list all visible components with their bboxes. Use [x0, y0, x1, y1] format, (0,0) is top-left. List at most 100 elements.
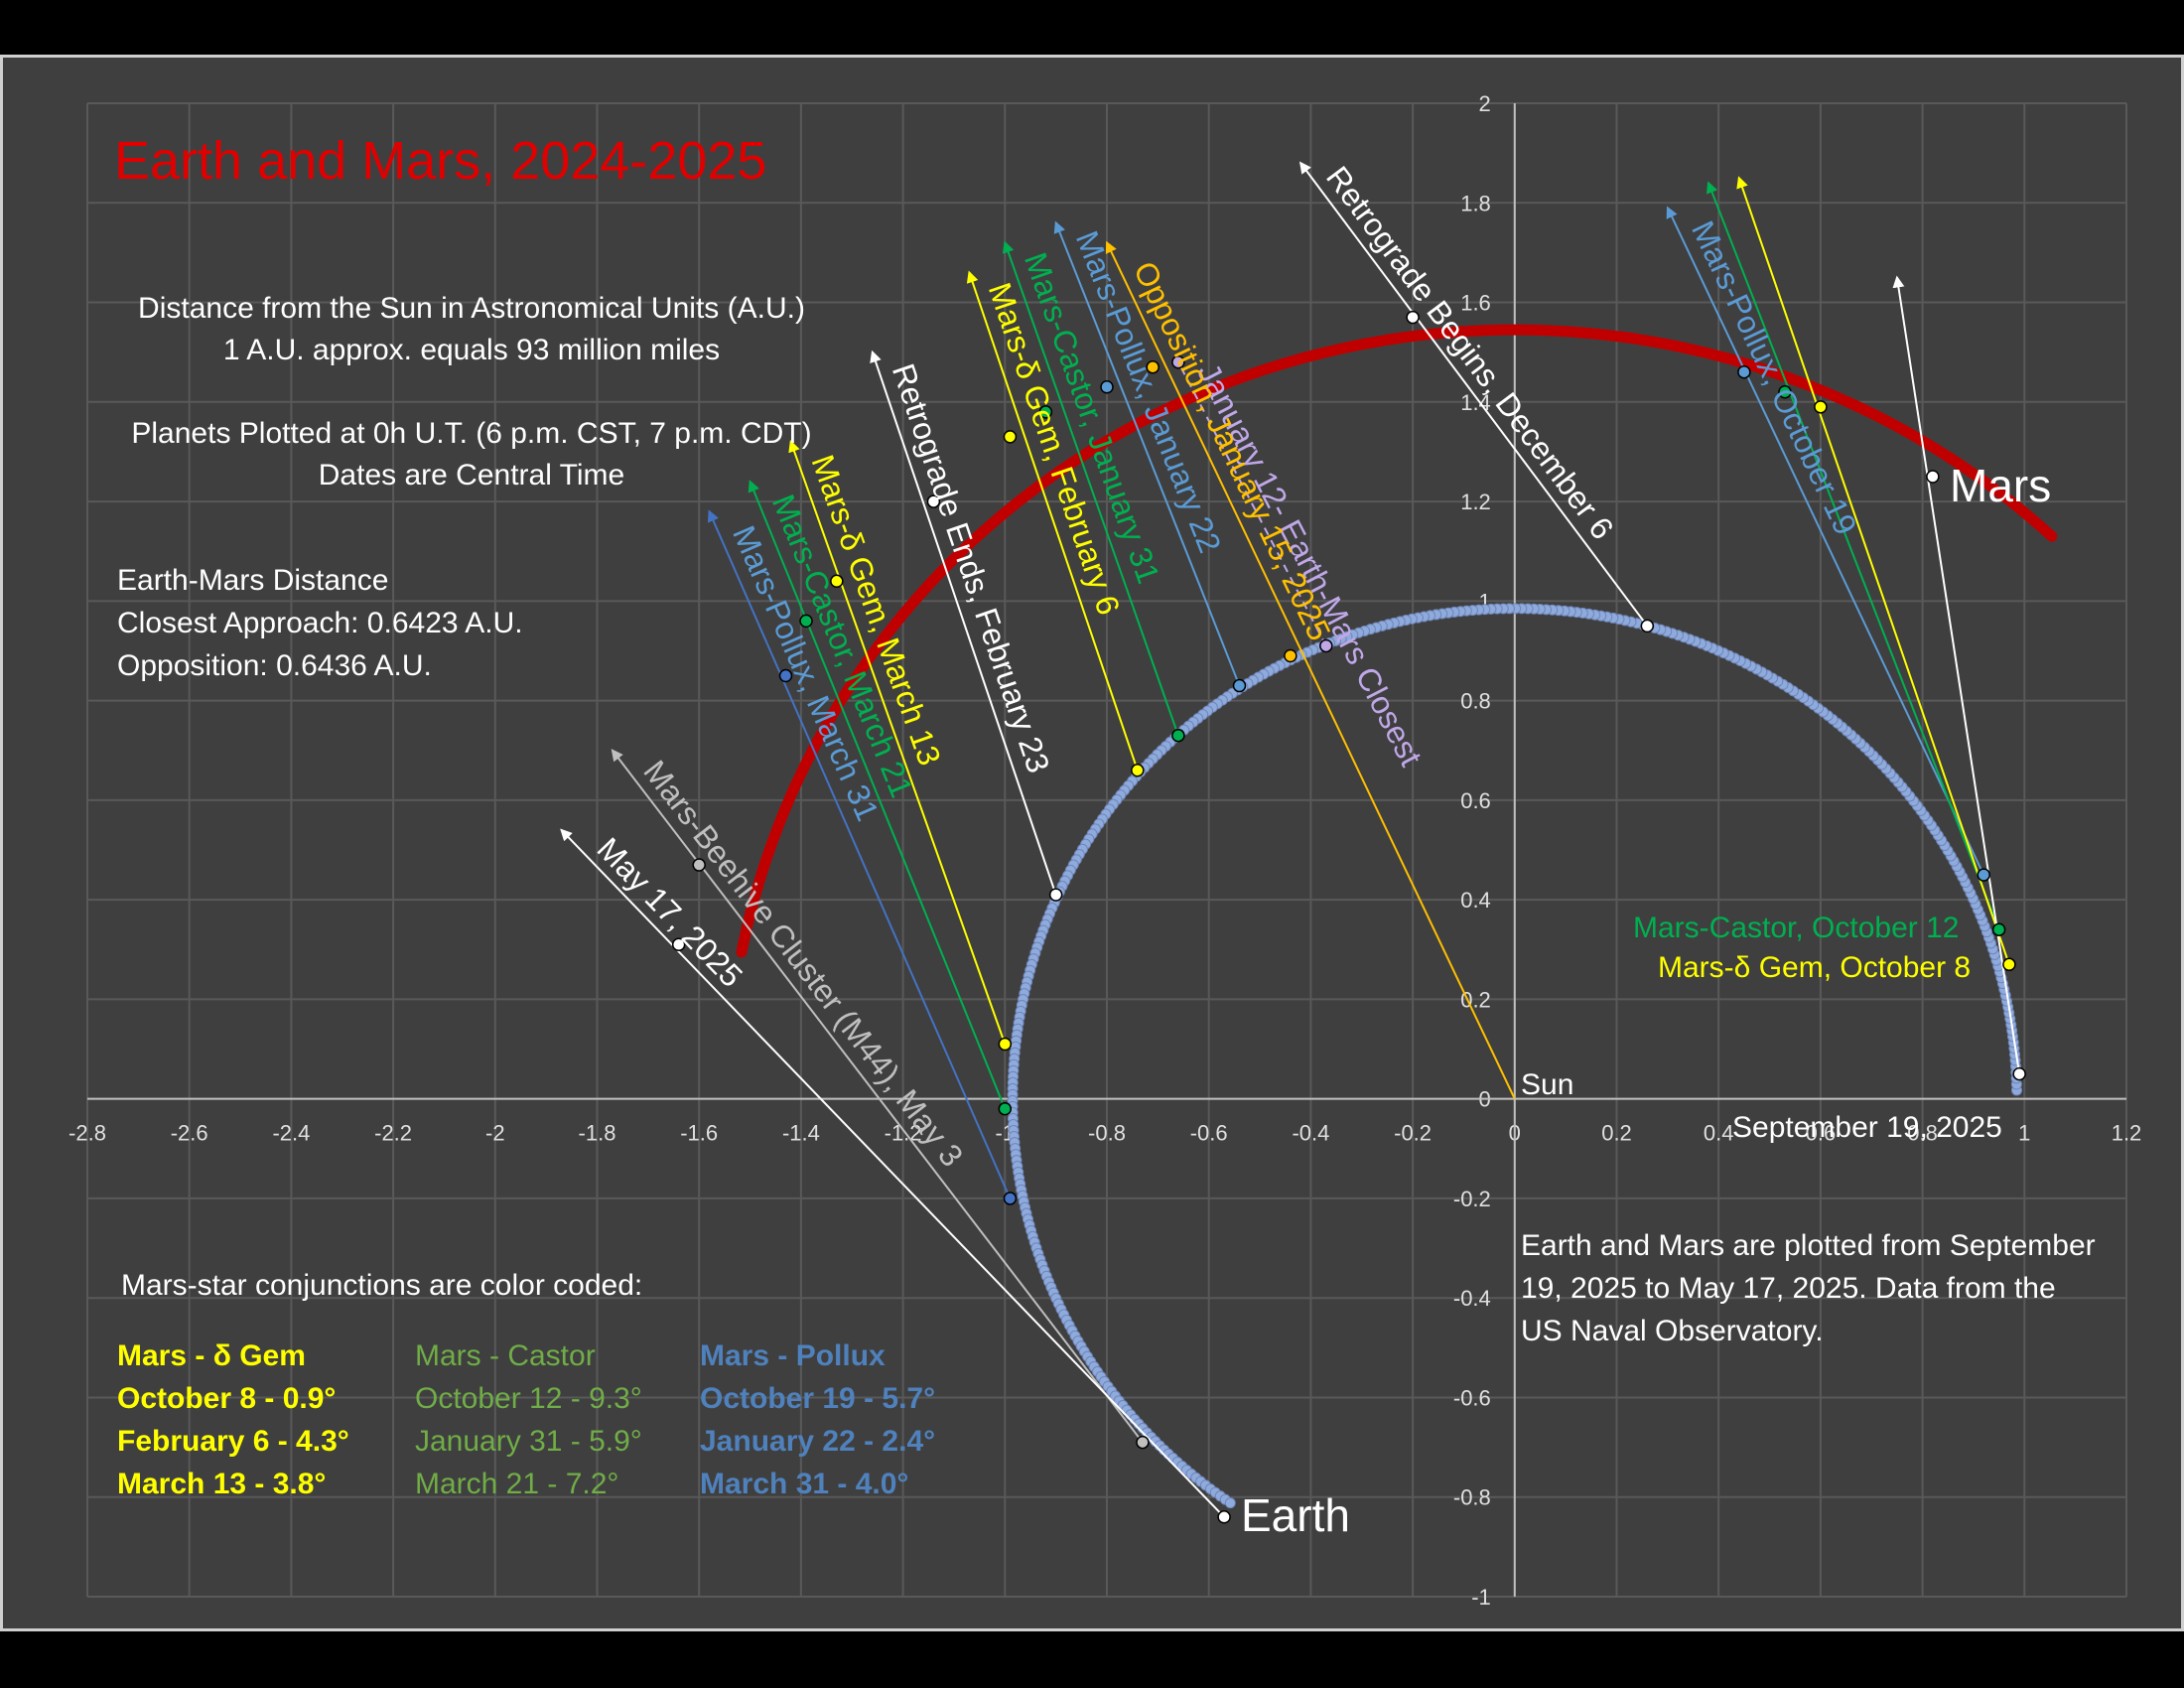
units-line-2: 1 A.U. approx. equals 93 million miles — [223, 334, 720, 366]
mars-position-marker — [1100, 380, 1114, 394]
x-tick-label: -2.8 — [68, 1121, 106, 1146]
x-tick-label: -2.2 — [374, 1121, 412, 1146]
legend-pollux-row: January 22 - 2.4° — [700, 1425, 935, 1458]
sight-line-label: Mars-Beehive Cluster (M44), May 3 — [636, 754, 970, 1174]
earth-position-marker — [1284, 648, 1297, 663]
legend-castor-row: March 21 - 7.2° — [415, 1468, 618, 1500]
x-tick-label: -0.6 — [1190, 1121, 1228, 1146]
castor-october-label: Mars-Castor, October 12 — [1633, 912, 1959, 944]
x-tick-label: 0.6 — [1806, 1121, 1837, 1146]
legend-dgem: Mars - δ Gem October 8 - 0.9° February 6… — [117, 1339, 349, 1500]
earth-position-marker — [1319, 638, 1333, 653]
sight-line — [1666, 206, 1985, 876]
closest-approach: Closest Approach: 0.6423 A.U. — [117, 607, 523, 639]
dgem-october-label: Mars-δ Gem, October 8 — [1658, 951, 1971, 984]
y-tick-label: 0.6 — [1460, 788, 1491, 813]
y-tick-label: 0.4 — [1460, 888, 1491, 913]
sight-line-label: Mars-Pollux, October 19 — [1685, 215, 1864, 540]
mars-position-marker — [692, 858, 706, 872]
sight-line — [870, 350, 1057, 896]
x-tick-label: 1.2 — [2112, 1121, 2142, 1146]
x-tick-label: -2.4 — [272, 1121, 310, 1146]
sight-line — [1298, 161, 1649, 627]
opposition-distance: Opposition: 0.6436 A.U. — [117, 649, 432, 682]
sight-line — [560, 828, 1225, 1518]
mars-position-marker — [1171, 354, 1185, 369]
y-tick-label: 1.6 — [1460, 291, 1491, 316]
sight-line — [788, 440, 1007, 1045]
sight-line — [966, 270, 1139, 772]
earth-position-marker — [1131, 764, 1145, 777]
mars-position-marker — [778, 668, 793, 683]
legend-dgem-row: February 6 - 4.3° — [117, 1425, 349, 1458]
grid: -2.8 -2.6 -2.4 -2.2 -2 -1.8 -1.6 -1.4 -1.2 -1 -0.8… — [68, 91, 2141, 1610]
x-tick-label: 0.8 — [1907, 1121, 1938, 1146]
time-line-1: Planets Plotted at 0h U.T. (6 p.m. CST, … — [131, 417, 811, 450]
sight-line — [707, 509, 1012, 1199]
x-tick-label: -0.8 — [1088, 1121, 1126, 1146]
y-tick-label: 0.2 — [1460, 987, 1491, 1012]
x-tick-label: -1.4 — [782, 1121, 820, 1146]
earth-label: Earth — [1241, 1489, 1350, 1541]
earth-position-marker — [1991, 922, 2006, 936]
y-tick-label: 1.8 — [1460, 191, 1491, 215]
earth-position-marker — [1217, 1510, 1231, 1524]
sight-line — [1002, 240, 1179, 737]
legend-castor-row: October 12 - 9.3° — [415, 1382, 642, 1415]
x-tick-label: 0.4 — [1704, 1121, 1734, 1146]
mars-position-marker — [1003, 430, 1018, 444]
earth-position-marker — [1977, 868, 1990, 882]
sight-line — [1736, 176, 2010, 965]
sight-line — [1177, 361, 1327, 646]
legend-dgem-row: March 13 - 3.8° — [117, 1468, 326, 1500]
mars-position-marker — [1406, 310, 1420, 325]
x-tick-label: 1 — [2018, 1121, 2030, 1146]
sight-line — [1105, 240, 1516, 1100]
sight-lines — [560, 161, 2021, 1518]
x-tick-label: -1.2 — [885, 1121, 922, 1146]
mars-position-marker — [926, 494, 941, 508]
y-tick-label: -1 — [1471, 1585, 1491, 1610]
earth-position-marker — [1048, 888, 1063, 902]
mars-position-marker — [1038, 405, 1053, 419]
distance-heading: Earth-Mars Distance — [117, 564, 388, 597]
sight-line — [1053, 220, 1241, 686]
chart-title: Earth and Mars, 2024-2025 — [114, 131, 766, 191]
legend-castor-title: Mars - Castor — [415, 1339, 596, 1372]
sight-line — [1892, 275, 2021, 1074]
mars-position-marker — [1737, 364, 1751, 379]
info-block-distance: Earth-Mars Distance Closest Approach: 0.… — [117, 564, 523, 682]
legend-heading: Mars-star conjunctions are color coded: — [121, 1269, 642, 1302]
mars-position-marker — [1926, 470, 1940, 484]
mars-position-marker — [1814, 400, 1828, 414]
data-source-note: Earth and Mars are plotted from Septembe… — [1521, 1229, 2096, 1347]
y-tick-label: -0.4 — [1453, 1286, 1491, 1311]
legend-castor: Mars - Castor October 12 - 9.3° January … — [415, 1339, 642, 1500]
legend-dgem-title: Mars - δ Gem — [117, 1339, 306, 1372]
info-block-units: Distance from the Sun in Astronomical Un… — [131, 292, 811, 492]
note-line-1: Earth and Mars are plotted from Septembe… — [1521, 1229, 2096, 1262]
legend-pollux-row: March 31 - 4.0° — [700, 1468, 908, 1500]
y-tick-label: -0.6 — [1453, 1385, 1491, 1410]
x-tick-label: 0.2 — [1601, 1121, 1632, 1146]
earth-orbit-point — [1224, 1497, 1236, 1509]
mars-position-marker — [1146, 359, 1160, 374]
note-line-3: US Naval Observatory. — [1521, 1315, 1824, 1347]
legend-pollux-row: October 19 - 5.7° — [700, 1382, 935, 1415]
mars-position-marker — [671, 937, 686, 952]
earth-position-marker — [1232, 678, 1247, 693]
x-tick-label: -1.6 — [680, 1121, 718, 1146]
note-line-2: 19, 2025 to May 17, 2025. Data from the — [1521, 1272, 2056, 1305]
x-tick-label: -2 — [485, 1121, 505, 1146]
x-tick-label: -0.4 — [1292, 1121, 1329, 1146]
x-tick-label: -2.6 — [171, 1121, 208, 1146]
plot-points — [671, 310, 2026, 1524]
legend-dgem-row: October 8 - 0.9° — [117, 1382, 336, 1415]
y-tick-label: 1.2 — [1460, 490, 1491, 514]
mars-position-marker — [799, 614, 813, 629]
y-tick-label: -0.8 — [1453, 1485, 1491, 1510]
sight-line — [748, 480, 1007, 1110]
earth-position-marker — [1136, 1435, 1150, 1450]
mars-position-marker — [1778, 385, 1792, 399]
earth-position-marker — [2012, 1066, 2026, 1081]
